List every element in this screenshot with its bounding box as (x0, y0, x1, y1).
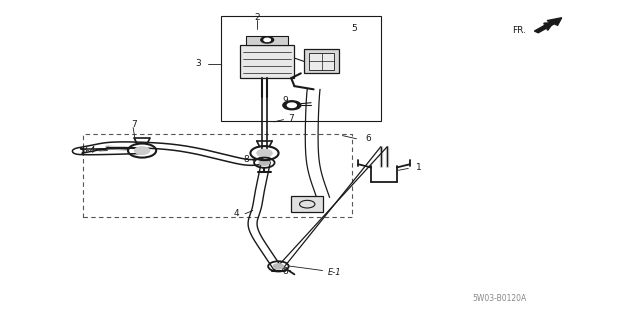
Bar (304, 49, 339, 73)
Circle shape (261, 37, 274, 43)
Circle shape (264, 38, 270, 41)
Text: 6: 6 (365, 134, 371, 143)
Text: 8: 8 (283, 267, 288, 276)
Text: B-4: B-4 (81, 146, 95, 155)
Text: 4: 4 (234, 209, 239, 218)
Bar (221, 16, 381, 121)
Circle shape (257, 149, 272, 157)
Bar (309, 53, 334, 70)
Circle shape (273, 264, 284, 269)
Text: FR.: FR. (512, 26, 526, 35)
Circle shape (283, 101, 301, 110)
Text: E-1: E-1 (328, 268, 342, 277)
Text: 5W03-B0120A: 5W03-B0120A (472, 294, 526, 303)
FancyArrow shape (534, 18, 562, 33)
Text: 1: 1 (417, 163, 422, 172)
Bar (83, 134, 352, 217)
Text: 7: 7 (289, 114, 294, 122)
Text: 9: 9 (282, 96, 287, 105)
Circle shape (134, 147, 150, 154)
Text: 2: 2 (255, 13, 260, 22)
Text: 8: 8 (244, 155, 249, 164)
Bar (291, 196, 323, 212)
Text: 7: 7 (132, 120, 137, 129)
Bar (240, 45, 294, 78)
Bar (246, 36, 288, 45)
Circle shape (287, 103, 296, 108)
Text: 5: 5 (351, 24, 356, 33)
Circle shape (259, 160, 269, 165)
Text: 3: 3 (196, 59, 201, 68)
